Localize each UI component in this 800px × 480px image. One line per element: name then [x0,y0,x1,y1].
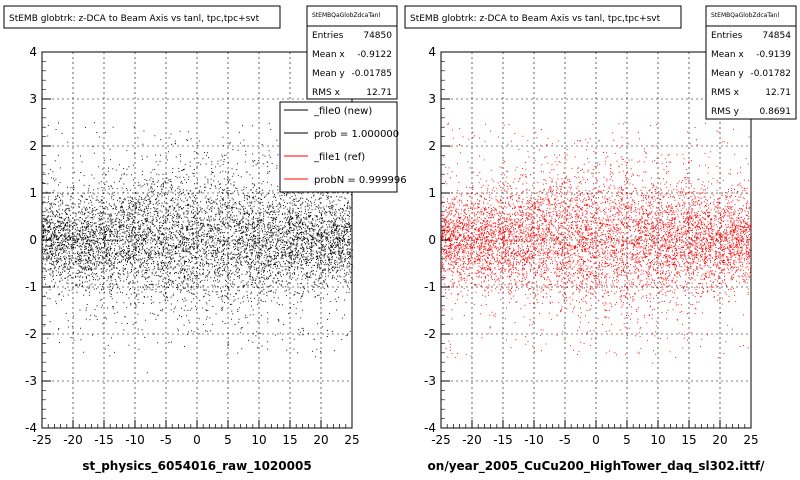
left-stats-rows: Entries 74850 Mean x -0.9122 Mean y -0.01785 R… [312,31,392,98]
left-title-box [3,5,281,29]
x-tick-label: -10 [524,433,544,447]
legend-box [279,101,398,193]
stats-value: -0.9122 [357,50,392,60]
right-grid [441,52,751,428]
y-tick-label: 4 [29,45,37,59]
legend-label: probN = 0.999996 [314,175,407,186]
legend: _file0 (new) prob = 1.000000 _file1 (ref) p… [279,101,407,193]
stats-value: -0.01782 [751,69,791,79]
y-tick-label: 2 [428,139,436,153]
y-tick-label: -1 [25,280,37,294]
right-stats-rows: Entries 74854 Mean x -0.9139 Mean y -0.01782 R… [711,31,791,117]
left-plot-title: StEMB globtrk: z-DCA to Beam Axis vs tan… [9,14,260,24]
stats-label: Mean x [711,50,744,60]
right-x-caption: on/year_2005_CuCu200_HighTower_daq_sl302… [428,459,766,474]
stats-label: Mean y [711,69,744,79]
x-tick-label: 5 [224,433,232,447]
left-stats-box [306,5,398,100]
stats-label: Mean y [312,69,345,79]
y-tick-label: 2 [29,139,37,153]
x-tick-label: -20 [63,433,83,447]
y-tick-label: 3 [428,92,436,106]
legend-label: _file1 (ref) [313,152,365,163]
x-tick-label: 20 [313,433,328,447]
legend-entries: _file0 (new) prob = 1.000000 _file1 (ref) p… [284,106,407,186]
x-tick-label: -15 [94,433,114,447]
stats-label: RMS x [312,88,341,98]
x-tick-label: -5 [559,433,571,447]
x-tick-label: -25 [431,433,451,447]
x-tick-label: 25 [743,433,758,447]
right-title-box [404,5,682,29]
x-tick-label: 15 [282,433,297,447]
left-scatter-points [42,121,353,374]
stats-value: 12.71 [366,88,392,98]
x-tick-label: 10 [650,433,665,447]
x-tick-label: -5 [160,433,172,447]
x-tick-label: 25 [344,433,359,447]
x-tick-label: -25 [32,433,52,447]
x-tick-label: 0 [592,433,600,447]
stats-value: 74850 [363,31,392,41]
scatter-series [42,121,353,374]
x-tick-label: -10 [125,433,145,447]
legend-label: _file0 (new) [313,106,372,117]
y-tick-label: -1 [424,280,436,294]
y-tick-label: 0 [29,233,37,247]
stats-value: 12.71 [765,88,791,98]
stats-label: RMS y [711,107,740,117]
legend-label: prob = 1.000000 [314,129,399,140]
x-tick-label: 10 [251,433,266,447]
x-tick-label: 5 [623,433,631,447]
stats-label: Entries [711,31,743,41]
y-tick-label: -3 [424,374,436,388]
y-tick-label: 3 [29,92,37,106]
y-tick-label: 4 [428,45,436,59]
y-tick-label: -2 [424,327,436,341]
y-tick-label: 1 [29,186,37,200]
x-tick-label: -20 [462,433,482,447]
stats-value: 0.8691 [760,107,792,117]
x-tick-label: -15 [493,433,513,447]
y-tick-label: 0 [428,233,436,247]
stats-value: 74854 [762,31,791,41]
x-tick-label: 0 [193,433,201,447]
y-tick-label: 1 [428,186,436,200]
stats-label: Mean x [312,50,345,60]
stats-value: -0.9139 [756,50,791,60]
stats-value: -0.01785 [352,69,392,79]
right-stats-box [705,5,797,120]
x-tick-label: 20 [712,433,727,447]
right-scatter-points [441,121,752,364]
left-stats-name: StEMBQaGlobZdcaTanl [312,12,380,19]
y-tick-label: -4 [424,421,436,435]
y-tick-label: -3 [25,374,37,388]
right-axis-ticks [440,51,752,429]
scatter-series [441,121,752,364]
y-tick-label: -2 [25,327,37,341]
stats-label: RMS x [711,88,740,98]
right-stats-name: StEMBQaGlobZdcaTanl [711,12,779,19]
y-tick-label: -4 [25,421,37,435]
x-tick-label: 15 [681,433,696,447]
left-axis-ticks [41,51,353,429]
right-plot-title: StEMB globtrk: z-DCA to Beam Axis vs tan… [410,14,661,24]
stats-label: Entries [312,31,344,41]
left-x-caption: st_physics_6054016_raw_1020005 [82,459,311,474]
